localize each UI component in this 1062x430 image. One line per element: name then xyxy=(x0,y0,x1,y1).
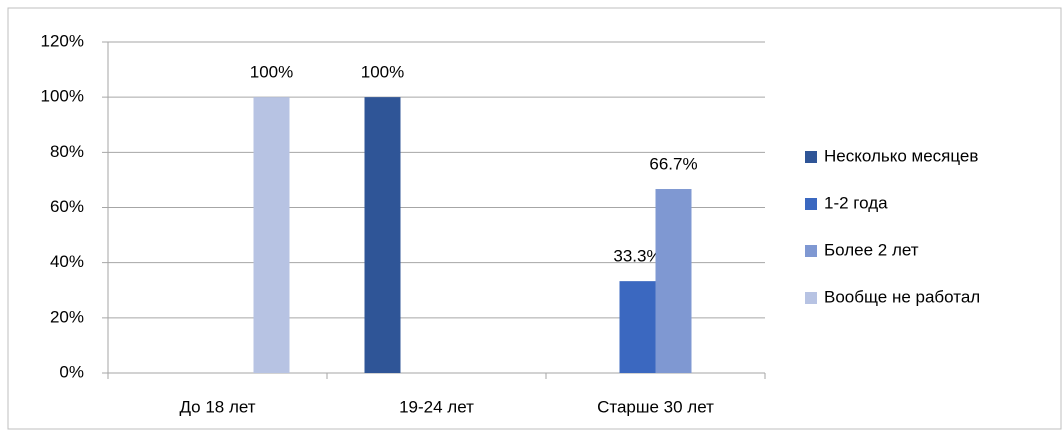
y-tick-label: 40% xyxy=(50,252,84,271)
y-tick-label: 100% xyxy=(41,87,84,106)
bar xyxy=(655,189,692,373)
data-label: 100% xyxy=(250,63,293,82)
data-label: 100% xyxy=(361,63,404,82)
bar xyxy=(619,281,656,373)
legend-swatch xyxy=(805,292,817,304)
legend-label: Вообще не работал xyxy=(824,287,980,306)
y-tick-label: 60% xyxy=(50,197,84,216)
legend-label: Более 2 лет xyxy=(824,240,919,259)
bar xyxy=(364,97,401,374)
y-tick-label: 80% xyxy=(50,142,84,161)
x-tick-label: 19-24 лет xyxy=(399,397,474,416)
legend-label: 1-2 года xyxy=(824,193,888,212)
legend-swatch xyxy=(805,245,817,257)
y-tick-label: 20% xyxy=(50,307,84,326)
data-label: 66.7% xyxy=(649,155,697,174)
legend-label: Несколько месяцев xyxy=(824,146,978,165)
y-tick-label: 0% xyxy=(59,362,84,381)
data-label: 33.3% xyxy=(613,247,661,266)
legend-swatch xyxy=(805,198,817,210)
y-tick-label: 120% xyxy=(41,31,84,50)
bar xyxy=(253,97,290,374)
chart-border xyxy=(7,7,1062,430)
legend-swatch xyxy=(805,151,817,163)
x-tick-label: До 18 лет xyxy=(179,397,255,416)
x-tick-label: Старше 30 лет xyxy=(597,397,714,416)
